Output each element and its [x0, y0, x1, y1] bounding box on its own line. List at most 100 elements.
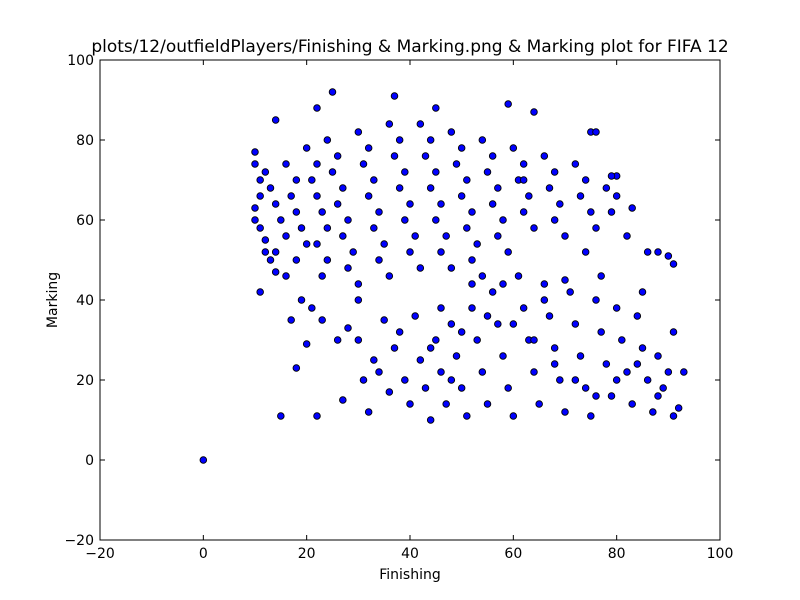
scatter-point: [550, 360, 559, 368]
x-axis-label: Finishing: [379, 567, 441, 583]
ticks-layer: [99, 59, 721, 541]
scatter-point: [282, 272, 290, 280]
scatter-point: [292, 256, 301, 264]
scatter-point: [297, 296, 306, 304]
scatter-point: [328, 88, 337, 96]
scatter-point: [385, 272, 394, 280]
scatter-point: [633, 360, 642, 368]
scatter-point: [251, 204, 259, 212]
scatter-point: [287, 192, 295, 200]
x-tick-label: 0: [199, 546, 208, 562]
scatter-point: [426, 416, 435, 424]
scatter-point: [457, 384, 466, 392]
y-tick-label: 80: [76, 133, 94, 149]
scatter-point: [483, 400, 492, 408]
scatter-point: [313, 412, 321, 420]
tick-labels-layer: −20 0 20 40 60 80 100 −20 0 20 40 60 80 100: [64, 53, 733, 562]
scatter-point: [432, 336, 440, 344]
scatter-point: [519, 160, 528, 168]
scatter-point: [457, 192, 466, 200]
scatter-point: [390, 152, 399, 160]
scatter-point: [385, 120, 394, 128]
scatter-point: [571, 160, 580, 168]
scatter-point: [525, 192, 533, 200]
scatter-point: [530, 224, 538, 232]
scatter-point: [256, 224, 264, 232]
scatter-point: [473, 240, 481, 248]
scatter-point: [271, 268, 280, 276]
y-tick-label: 60: [76, 213, 94, 229]
scatter-point: [308, 176, 316, 184]
scatter-point: [437, 304, 445, 312]
scatter-point: [199, 456, 208, 464]
scatter-point: [442, 400, 450, 408]
scatter-point: [426, 344, 435, 352]
scatter-point: [266, 256, 275, 264]
scatter-point: [509, 412, 518, 420]
scatter-point: [519, 176, 528, 184]
scatter-point: [566, 288, 574, 296]
scatter-point: [277, 412, 285, 420]
scatter-point: [256, 288, 264, 296]
y-tick-label: −20: [64, 533, 94, 549]
scatter-point: [587, 412, 595, 420]
scatter-point: [447, 376, 456, 384]
scatter-point: [468, 208, 476, 216]
scatter-point: [468, 280, 476, 288]
scatter-point: [426, 184, 435, 192]
scatter-point: [638, 288, 647, 296]
scatter-point: [437, 248, 445, 256]
scatter-point: [504, 384, 512, 392]
scatter-point: [499, 352, 507, 360]
scatter-point: [581, 176, 590, 184]
scatter-point: [432, 168, 440, 176]
scatter-point: [592, 128, 600, 136]
scatter-point: [318, 316, 326, 324]
scatter-point: [375, 368, 383, 376]
scatter-point: [339, 396, 347, 404]
scatter-point: [406, 400, 414, 408]
scatter-point: [669, 412, 678, 420]
scatter-point: [643, 376, 652, 384]
scatter-point: [401, 216, 409, 224]
scatter-point: [271, 248, 280, 256]
scatter-point: [576, 352, 585, 360]
scatter-point: [519, 304, 528, 312]
scatter-point: [297, 224, 306, 232]
scatter-point: [266, 184, 275, 192]
scatter-point: [602, 184, 611, 192]
scatter-point: [545, 312, 554, 320]
scatter-point: [390, 92, 399, 100]
scatter-point: [669, 328, 678, 336]
scatter-point: [581, 248, 590, 256]
scatter-point: [494, 232, 502, 240]
scatter-point: [612, 304, 621, 312]
scatter-point: [649, 408, 657, 416]
scatter-point: [597, 272, 605, 280]
scatter-point: [628, 204, 636, 212]
scatter-point: [592, 296, 600, 304]
scatter-point: [401, 376, 409, 384]
y-tick-label: 20: [76, 373, 94, 389]
scatter-point: [359, 160, 368, 168]
x-tick-label: 100: [707, 546, 734, 562]
scatter-point: [416, 120, 425, 128]
scatter-point: [406, 248, 414, 256]
scatter-point: [333, 336, 342, 344]
scatter-point: [597, 328, 605, 336]
scatter-point: [354, 296, 363, 304]
scatter-point: [468, 304, 476, 312]
scatter-point: [313, 192, 321, 200]
scatter-point: [457, 328, 466, 336]
y-tick-label: 40: [76, 293, 94, 309]
scatter-point: [411, 312, 419, 320]
scatter-point: [540, 280, 549, 288]
scatter-point: [654, 352, 662, 360]
scatter-point: [576, 192, 585, 200]
scatter-point: [654, 248, 662, 256]
scatter-point: [607, 172, 616, 180]
scatter-point: [592, 392, 600, 400]
scatter-point: [370, 224, 378, 232]
scatter-point: [256, 176, 264, 184]
